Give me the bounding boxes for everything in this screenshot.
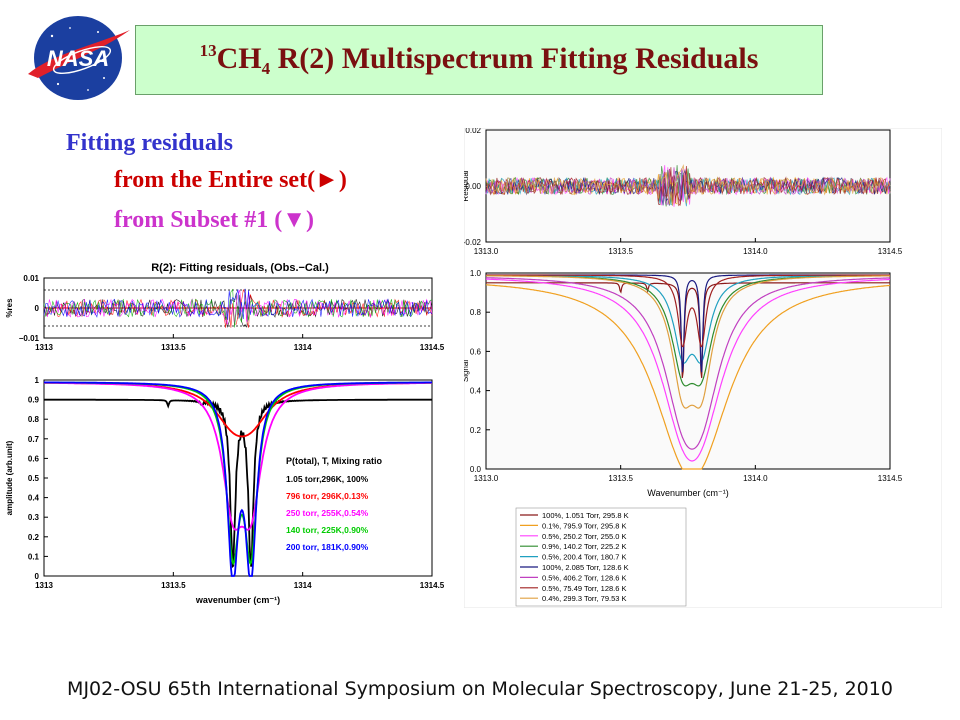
y-axis-label: Signal: [464, 360, 470, 382]
x-tick-label: 1313: [35, 581, 53, 590]
right-legend-entry-1: 0.1%, 795.9 Torr, 295.8 K: [542, 521, 627, 530]
y-tick-label: 0.1: [28, 552, 40, 561]
y-tick-label: 1: [35, 376, 40, 385]
y-tick-label: 0.8: [28, 415, 40, 424]
spectrum-series-0: [44, 398, 432, 569]
right-legend-box: [515, 507, 687, 607]
residual-series-4: [43, 288, 433, 320]
x-tick-label: 1313.5: [161, 581, 186, 590]
right-legend-entry-3: 0.9%, 140.2 Torr, 225.2 K: [542, 542, 627, 551]
y-tick-label: 0.6: [470, 347, 482, 356]
right-chart-panel: 1313.0 1313.5 1314.0 1314.5 0.02 0.00 -0.02 Res…: [464, 128, 942, 608]
right-spectrum-series-7: [486, 274, 890, 348]
y-tick-label: 0.0: [470, 465, 482, 474]
right-spectrum-series-2: [485, 278, 890, 462]
legend-entry-3: 140 torr, 225K,0.90%: [286, 525, 369, 535]
y-tick-label: 0.00: [465, 182, 481, 191]
x-tick-label: 1314.5: [420, 581, 445, 590]
legend-title: P(total), T, Mixing ratio: [286, 456, 383, 466]
y-tick-label: 0.8: [470, 308, 482, 317]
left-residual-chart: R(2): Fitting residuals, (Obs.−Cal.) 1313…: [5, 262, 445, 350]
y-tick-label: 0.2: [28, 533, 40, 542]
x-tick-label: 1313.0: [474, 247, 499, 256]
right-spectrum-series-1: [486, 284, 891, 470]
x-tick-label: 1313.5: [161, 343, 186, 350]
right-spectrum-series-8: [486, 275, 890, 409]
y-axis-label: Residual: [464, 170, 470, 201]
y-tick-label: 0.4: [28, 494, 40, 503]
y-tick-label: 0: [35, 304, 40, 313]
x-tick-label: 1314: [294, 581, 312, 590]
y-axis-label: %res: [5, 298, 14, 318]
right-legend-entry-4: 0.5%, 200.4 Torr, 180.7 K: [542, 553, 627, 562]
x-tick-label: 1314.5: [420, 343, 445, 350]
legend-entry-4: 200 torr, 181K,0.90%: [286, 542, 369, 552]
y-tick-label: 0.02: [465, 128, 481, 135]
legend-entry-2: 250 torr, 255K,0.54%: [286, 508, 369, 518]
y-tick-label: 0.01: [23, 274, 39, 283]
x-tick-label: 1314.0: [743, 247, 768, 256]
right-spectrum-series-6: [486, 277, 891, 450]
y-tick-label: 0.5: [28, 474, 40, 483]
title-banner: 13CH4 R(2) Multispectrum Fitting Residua…: [135, 25, 823, 95]
footer-citation: MJ02-OSU 65th International Symposium on…: [67, 678, 893, 700]
x-axis-label: Wavenumber (cm⁻¹): [647, 488, 728, 498]
right-legend-entry-2: 0.5%, 250.2 Torr, 255.0 K: [542, 532, 627, 541]
right-legend-entry-0: 100%, 1.051 Torr, 295.8 K: [542, 511, 629, 520]
y-axis-label: amplitude (arb.unit): [5, 440, 14, 515]
intro-subset: from Subset #1 (▼): [114, 207, 314, 233]
page-title: 13CH4 R(2) Multispectrum Fitting Residua…: [199, 41, 759, 78]
y-tick-label: 0: [35, 572, 40, 581]
spectrum-series-4: [44, 381, 432, 577]
x-tick-label: 1314.5: [878, 474, 903, 483]
right-legend-entry-7: 0.5%, 75.49 Torr, 128.6 K: [542, 584, 627, 593]
x-tick-label: 1313.5: [608, 247, 633, 256]
intro-heading: Fitting residuals: [66, 130, 233, 156]
nasa-logo: NASA: [28, 16, 130, 100]
x-tick-label: 1313.5: [608, 474, 633, 483]
plot-frame: [43, 379, 433, 577]
x-tick-label: 1314: [294, 343, 312, 350]
right-residual-series-8: [485, 164, 891, 206]
left-spectrum-chart: 1313 1313.5 1314 1314.5 1 0.9 0.8 0.7 0.6 0.5 0.4 0…: [5, 376, 445, 605]
legend-entry-0: 1.05 torr,296K, 100%: [286, 474, 369, 484]
x-tick-label: 1313: [35, 343, 53, 350]
right-legend-entry-8: 0.4%, 299.3 Torr, 79.53 K: [542, 594, 627, 603]
y-tick-label: 0.7: [28, 435, 40, 444]
x-tick-label: 1313.0: [474, 474, 499, 483]
y-tick-label: 1.0: [470, 269, 482, 278]
right-spectrum-series-0: [486, 282, 890, 378]
y-tick-label: -0.02: [464, 238, 482, 247]
y-tick-label: 0.2: [470, 426, 482, 435]
x-axis-label: wavenumber (cm⁻¹): [195, 595, 280, 605]
svg-text:NASA: NASA: [47, 46, 109, 71]
right-legend-entry-5: 100%, 2.085 Torr, 128.6 K: [542, 563, 629, 572]
y-tick-label: 0.6: [28, 454, 40, 463]
y-tick-label: 0.3: [28, 513, 40, 522]
right-legend-entry-6: 0.5%, 406.2 Torr, 128.6 K: [542, 573, 627, 582]
plot-frame: [485, 272, 891, 470]
chart-title: R(2): Fitting residuals, (Obs.−Cal.): [151, 262, 329, 274]
x-tick-label: 1314.0: [743, 474, 768, 483]
x-tick-label: 1314.5: [878, 247, 903, 256]
y-tick-label: 0.4: [470, 387, 482, 396]
legend-entry-1: 796 torr, 296K,0.13%: [286, 491, 369, 501]
intro-entire-set: from the Entire set(►): [114, 167, 347, 193]
y-tick-label: 0.9: [28, 396, 40, 405]
y-tick-label: −0.01: [19, 334, 40, 343]
